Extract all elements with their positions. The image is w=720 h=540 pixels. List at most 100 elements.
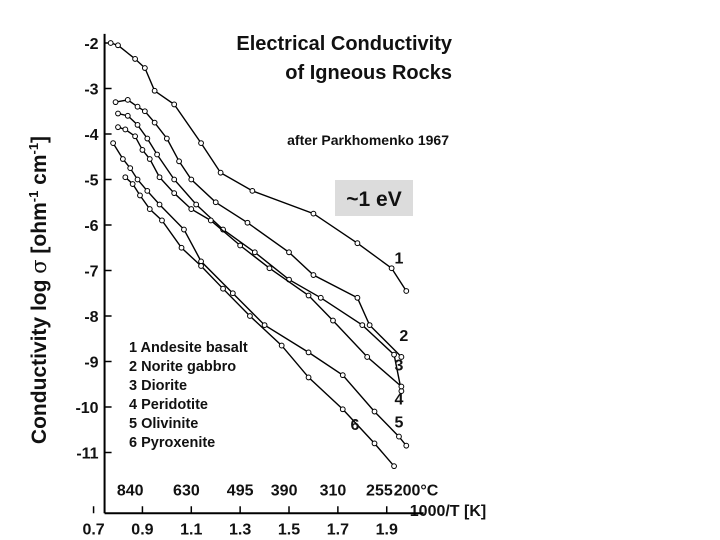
data-point: [305, 374, 312, 381]
annotation-box: ~1 eV: [335, 180, 413, 216]
series-label: 1: [394, 251, 403, 268]
x-tick-label: 0.7: [82, 521, 104, 538]
y-title-mid: [ohm: [28, 202, 51, 259]
series-label: 2: [399, 328, 408, 345]
data-point: [146, 206, 153, 212]
data-point: [124, 112, 131, 119]
y-title-pre: Conductivity log: [28, 274, 51, 444]
data-point: [278, 342, 285, 349]
data-point: [124, 96, 131, 103]
y-tick-label: -8: [84, 309, 98, 326]
y-tick-label: -5: [84, 173, 98, 190]
data-point: [388, 265, 395, 272]
legend: 1 Andesite basalt 2 Norite gabbro 3 Dior…: [129, 340, 248, 451]
y-axis-label: Conductivity log σ [ohm-1 cm-1]: [26, 136, 51, 444]
data-point: [398, 354, 405, 360]
data-point: [403, 288, 410, 294]
data-point: [359, 322, 366, 329]
data-point: [171, 101, 178, 108]
data-point: [330, 317, 336, 324]
chart-subtitle: after Parkhomenko 1967: [287, 132, 449, 148]
data-point: [310, 272, 317, 278]
data-point: [146, 156, 153, 162]
data-point: [141, 65, 148, 71]
y-title-sigma: σ: [27, 259, 51, 273]
data-point: [366, 322, 373, 329]
y-tick-label: -9: [84, 355, 98, 372]
series-4: 4: [115, 124, 405, 409]
data-point: [198, 263, 204, 269]
x-tick-label: 1.9: [376, 521, 398, 538]
data-point: [371, 408, 378, 415]
data-point: [188, 176, 195, 183]
data-point: [364, 354, 371, 360]
y-tick-label: -2: [84, 36, 98, 53]
data-point: [251, 249, 258, 256]
data-point: [151, 119, 158, 126]
data-point: [212, 199, 219, 206]
annotation-text: ~1 eV: [346, 188, 401, 211]
data-point: [144, 187, 151, 194]
data-point: [181, 226, 187, 233]
data-point: [244, 219, 251, 226]
series-label: 6: [351, 417, 360, 434]
data-point: [171, 176, 178, 183]
data-point: [266, 265, 273, 272]
data-point: [115, 42, 121, 49]
data-point: [110, 140, 117, 147]
x-tick-label: 1.3: [229, 521, 251, 538]
data-point: [220, 285, 226, 292]
series-2: 2: [112, 96, 408, 360]
data-point: [134, 122, 141, 128]
series-label: 3: [394, 358, 403, 375]
x-axis-title: 1000/T [K]: [410, 503, 486, 520]
legend-item-5: 5 Olivinite: [129, 416, 198, 432]
series-5: 5: [110, 140, 410, 449]
x-axis-title-group: 1000/T [K]: [410, 503, 486, 520]
temperature-label: 255: [366, 482, 393, 499]
data-point: [286, 249, 292, 256]
series-label: 5: [394, 414, 403, 431]
data-point: [115, 110, 121, 117]
temperature-label: 390: [271, 482, 298, 499]
data-point: [371, 440, 378, 447]
data-point: [107, 40, 114, 46]
data-point: [115, 124, 121, 131]
legend-item-6: 6 Pyroxenite: [129, 435, 215, 451]
series-1: 1: [107, 40, 410, 294]
data-point: [151, 87, 158, 94]
data-point: [249, 187, 256, 194]
y-tick-label: -6: [84, 218, 98, 235]
data-point: [178, 244, 185, 251]
series-6: 6: [122, 174, 397, 470]
data-point: [129, 181, 136, 187]
temperature-label: 310: [320, 482, 347, 499]
y-title-sup2: -1: [26, 143, 41, 155]
chart-title-line-1: Electrical Conductivity: [236, 33, 452, 55]
data-point: [154, 151, 160, 158]
data-point: [141, 108, 148, 115]
temperature-label: 200°C: [394, 482, 439, 499]
y-axis-title: Conductivity log σ [ohm-1 cm-1]: [26, 136, 51, 444]
data-point: [159, 217, 165, 224]
data-point: [339, 406, 346, 413]
data-point: [112, 99, 119, 106]
x-tick-label: 0.9: [131, 521, 153, 538]
legend-item-4: 4 Peridotite: [129, 397, 208, 413]
chart-title: Electrical Conductivity of Igneous Rocks: [236, 33, 452, 84]
y-tick-label: -10: [75, 400, 98, 417]
data-point: [310, 210, 317, 217]
y-title-mid2: cm: [28, 154, 51, 190]
y-tick-label: -7: [84, 264, 98, 281]
data-point: [134, 103, 141, 110]
temperature-label: 495: [227, 482, 254, 499]
data-point: [144, 135, 151, 142]
data-point: [391, 463, 397, 470]
y-tick-label: -11: [76, 446, 98, 463]
legend-item-1: 1 Andesite basalt: [129, 340, 248, 356]
data-point: [122, 174, 129, 181]
data-point: [317, 294, 324, 301]
data-point: [217, 169, 224, 176]
data-point: [188, 206, 195, 212]
